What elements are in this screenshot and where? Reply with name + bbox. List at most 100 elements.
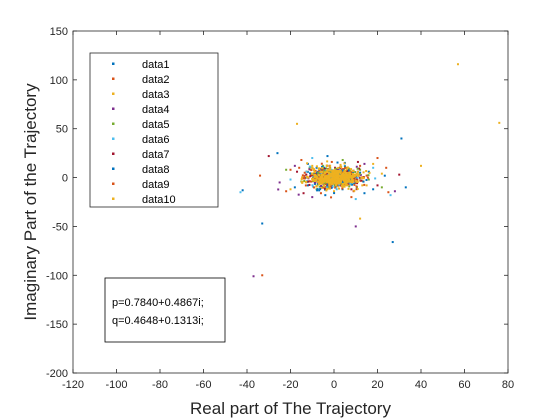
data-point-data6 [239, 191, 242, 194]
data-point-data4 [363, 162, 366, 165]
cluster-point-data10 [345, 183, 348, 187]
legend-marker-data5 [112, 122, 115, 125]
cluster-point-data8 [316, 189, 319, 192]
cluster-point-data10 [339, 165, 343, 169]
cluster-point-data10 [327, 175, 331, 178]
cluster-point-data10 [328, 187, 332, 190]
cluster-point-data10 [352, 175, 355, 179]
cluster-point-data9 [330, 196, 333, 199]
data-point-data8 [241, 189, 244, 192]
legend-marker-data3 [112, 92, 115, 95]
y-tick-label: 150 [50, 26, 68, 38]
cluster-point-data10 [317, 182, 321, 186]
cluster-point-data10 [339, 163, 342, 166]
cluster-point-data10 [342, 176, 346, 180]
cluster-point-data2 [310, 169, 313, 172]
cluster-point-data3 [325, 189, 328, 192]
x-tick-label: 0 [331, 379, 337, 391]
data-point-data8 [391, 241, 394, 244]
cluster-point-data1 [365, 179, 368, 182]
cluster-point-data4 [314, 181, 317, 184]
cluster-point-data10 [339, 180, 343, 183]
data-point-data5 [285, 168, 288, 171]
cluster-point-data10 [345, 173, 349, 177]
legend-label-data3: data3 [142, 89, 170, 101]
points-layer [215, 63, 501, 340]
cluster-point-data10 [338, 174, 341, 177]
cluster-point-data5 [321, 186, 324, 189]
cluster-point-data10 [330, 172, 333, 176]
data-point-data4 [278, 181, 281, 184]
x-tick-label: 20 [371, 379, 383, 391]
legend-marker-data10 [112, 197, 115, 200]
cluster-point-data2 [308, 180, 311, 183]
cluster-point-data9 [353, 183, 356, 186]
cluster-point-data10 [333, 179, 336, 182]
cluster-point-data10 [318, 177, 321, 181]
cluster-point-data10 [313, 173, 317, 177]
cluster-point-data4 [355, 165, 358, 168]
cluster-point-data10 [337, 172, 340, 176]
cluster-point-data10 [322, 173, 325, 177]
cluster-point-data10 [328, 167, 331, 170]
cluster-point-data10 [348, 172, 352, 176]
legend-marker-data2 [112, 77, 115, 80]
data-point-data2 [376, 157, 379, 160]
cluster-point-data5 [323, 169, 326, 172]
data-point-data8 [326, 155, 329, 158]
cluster-point-data5 [348, 167, 351, 170]
cluster-point-data7 [305, 173, 308, 176]
cluster-point-data9 [354, 182, 357, 185]
data-point-data5 [367, 178, 370, 181]
data-point-data10 [456, 63, 459, 66]
cluster-point-data10 [345, 181, 348, 185]
x-tick-label: 80 [502, 379, 514, 391]
cluster-point-data10 [349, 168, 353, 171]
legend: data1 data2 data3 data4 data5 data6 data7 data8… [89, 52, 219, 208]
cluster-point-data10 [341, 183, 345, 186]
data-point-data9 [365, 174, 368, 177]
cluster-point-data10 [320, 176, 323, 179]
data-point-data1 [276, 152, 279, 155]
y-tick-label: -150 [46, 319, 68, 331]
cluster-point-data8 [309, 172, 312, 175]
data-point-data2 [261, 274, 264, 277]
data-point-data2 [350, 196, 353, 199]
data-point-data5 [341, 158, 344, 161]
cluster-point-data10 [321, 170, 324, 173]
cluster-point-data10 [365, 169, 368, 172]
cluster-point-data2 [355, 185, 358, 188]
y-axis-title: Imaginary Part of the Trajectory [21, 83, 40, 321]
cluster-point-data10 [340, 177, 344, 181]
cluster-point-data10 [360, 176, 363, 179]
cluster-point-data10 [368, 171, 371, 174]
data-point-data4 [354, 225, 357, 228]
cluster-point-data10 [304, 180, 308, 184]
x-tick-label: -80 [152, 379, 168, 391]
legend-label-data10: data10 [142, 194, 176, 206]
y-tick-label: 100 [50, 75, 68, 87]
cluster-point-data10 [340, 184, 344, 188]
cluster-point-data10 [321, 167, 324, 170]
cluster-point-data7 [358, 167, 361, 170]
cluster-point-data3 [300, 178, 303, 181]
cluster-point-data10 [344, 179, 347, 182]
cluster-point-data9 [303, 171, 306, 174]
y-tick-label: 50 [56, 124, 68, 136]
cluster-point-data9 [334, 186, 337, 189]
data-point-data9 [285, 190, 288, 193]
cluster-point-data2 [347, 183, 350, 186]
cluster-point-data10 [337, 187, 340, 190]
cluster-point-data8 [362, 180, 365, 183]
cluster-point-data10 [339, 177, 342, 181]
cluster-point-data10 [311, 166, 314, 170]
x-tick-label: -120 [62, 379, 84, 391]
cluster-point-data3 [347, 187, 350, 190]
cluster-point-data7 [323, 168, 326, 171]
cluster-point-data10 [325, 187, 329, 191]
cluster-point-data7 [346, 170, 349, 173]
cluster-point-data10 [356, 188, 359, 191]
cluster-point-data10 [320, 181, 323, 184]
data-point-data6 [389, 194, 392, 197]
cluster-point-data10 [345, 168, 348, 171]
